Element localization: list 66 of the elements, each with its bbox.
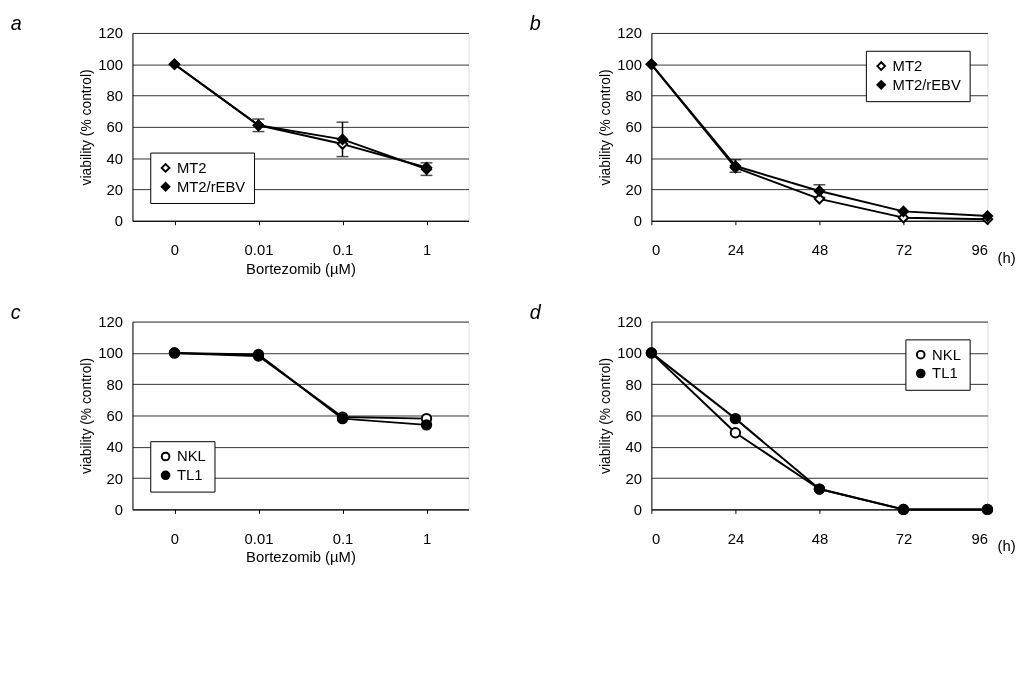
x-tick-label: 1 [422, 241, 432, 258]
y-tick-label: 80 [625, 376, 642, 393]
y-tick-label: 40 [625, 439, 642, 456]
x-tick-label: 0.1 [332, 241, 354, 258]
y-tick-label: 100 [98, 345, 124, 362]
legend-label: NKL [932, 346, 961, 363]
x-tick-label: 72 [895, 530, 913, 547]
x-tick-label: 48 [811, 530, 829, 547]
x-tick-label: 0 [170, 241, 180, 258]
y-tick-label: 80 [106, 88, 124, 105]
y-tick-label: 60 [106, 407, 124, 424]
y-tick-label: 20 [106, 470, 124, 487]
x-tick-label: 1 [422, 530, 432, 547]
legend-label: MT2 [176, 159, 207, 176]
y-tick-label: 120 [617, 25, 642, 42]
legend-label: MT2/rEBV [176, 178, 246, 195]
chart-title: b [529, 12, 541, 35]
y-tick-label: 0 [633, 213, 642, 230]
x-tick-label: 0.1 [332, 530, 354, 547]
x-tick-label: 96 [971, 530, 988, 547]
y-tick-label: 40 [106, 439, 124, 456]
y-tick-label: 40 [625, 150, 642, 167]
y-tick-label: 0 [114, 501, 124, 518]
x-tick-label: 48 [811, 241, 829, 258]
y-tick-label: 60 [625, 407, 642, 424]
y-tick-label: 100 [617, 56, 642, 73]
x-tick-label: 96 [971, 241, 988, 258]
y-tick-label: 100 [617, 345, 642, 362]
x-tick-label: 0 [170, 530, 180, 547]
x-axis-title: Bortezomib (µM) [246, 260, 356, 277]
x-tick-label: 0 [651, 241, 661, 258]
x-axis-title: (h) [997, 538, 1016, 555]
y-axis-title: viability (% control) [78, 69, 95, 186]
legend-label: TL1 [176, 467, 203, 484]
legend-label: TL1 [932, 365, 958, 382]
y-tick-label: 120 [98, 25, 124, 42]
x-tick-label: 72 [895, 241, 913, 258]
y-axis-title: viability (% control) [78, 357, 95, 475]
y-tick-label: 60 [625, 119, 642, 136]
y-tick-label: 60 [106, 119, 124, 136]
y-tick-label: 0 [114, 213, 124, 230]
y-tick-label: 100 [98, 56, 124, 73]
x-axis-title: Bortezomib (µM) [246, 549, 356, 566]
y-tick-label: 80 [625, 88, 642, 105]
y-tick-label: 80 [106, 376, 124, 393]
y-tick-label: 120 [617, 314, 642, 331]
y-tick-label: 20 [625, 181, 642, 198]
legend-label: MT2/rEBV [892, 76, 961, 93]
x-axis-title: (h) [997, 249, 1016, 266]
chart-title: d [529, 300, 542, 323]
y-tick-label: 20 [106, 181, 124, 198]
x-tick-label: 0.01 [244, 241, 274, 258]
y-tick-label: 40 [106, 150, 124, 167]
chart-title: a [10, 12, 22, 35]
x-tick-label: 0 [651, 530, 661, 547]
y-tick-label: 20 [625, 470, 642, 487]
x-tick-label: 24 [727, 241, 745, 258]
x-tick-label: 0.01 [244, 530, 274, 547]
legend-label: NKL [176, 448, 206, 465]
y-axis-title: viability (% control) [597, 69, 614, 186]
y-axis-title: viability (% control) [597, 357, 614, 475]
y-tick-label: 120 [98, 314, 124, 331]
legend-label: MT2 [892, 58, 923, 75]
x-tick-label: 24 [727, 530, 745, 547]
y-tick-label: 0 [633, 501, 642, 518]
chart-title: c [10, 300, 21, 323]
